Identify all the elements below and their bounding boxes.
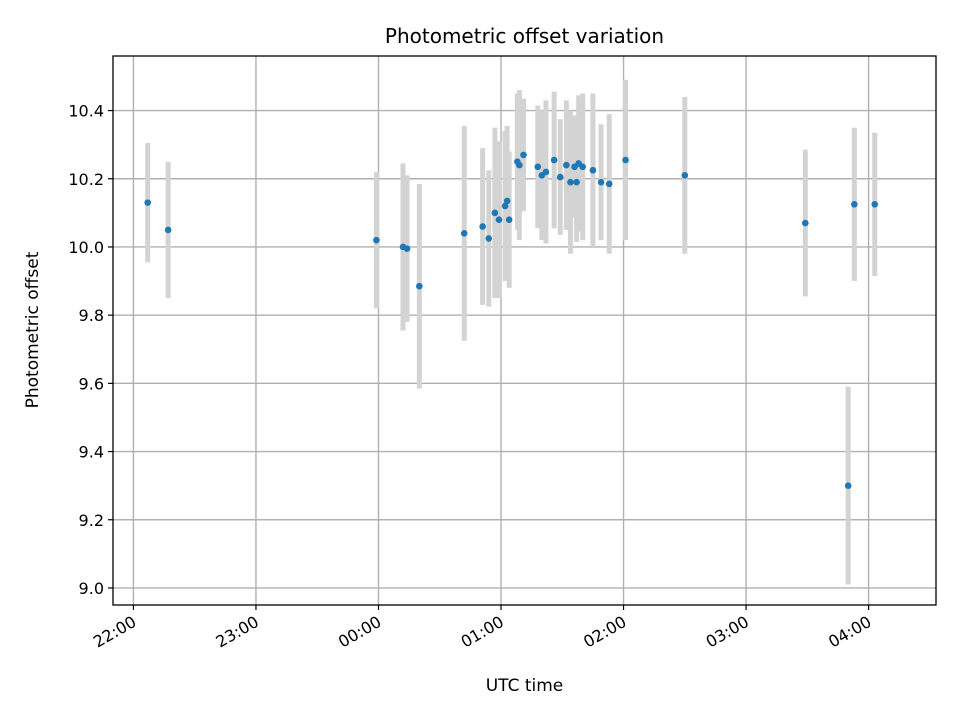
x-tick-label: 22:00	[90, 612, 139, 652]
data-point	[844, 482, 852, 489]
data-point	[556, 173, 564, 181]
y-tick-label: 9.2	[79, 511, 104, 530]
y-tick-label: 9.0	[79, 579, 104, 598]
tick-layer: 22:00 23:00 00:00 01:00 02:00 03:00 04:00 9.0 9.…	[68, 102, 874, 652]
data-point	[871, 201, 879, 208]
data-point	[373, 236, 380, 244]
chart-title: Photometric offset variation	[385, 24, 664, 48]
y-tick-label: 9.6	[79, 374, 104, 393]
x-tick-label: 02:00	[580, 612, 629, 652]
y-tick-label: 10.2	[68, 170, 104, 189]
data-point	[597, 178, 605, 186]
data-point	[416, 282, 423, 290]
data-point	[403, 245, 411, 252]
data-point	[534, 163, 542, 171]
data-point	[505, 216, 513, 223]
data-point	[144, 199, 152, 206]
data-point	[563, 161, 570, 169]
plot-frame	[112, 55, 937, 606]
errorbar-layer	[145, 79, 878, 585]
data-point	[851, 201, 858, 208]
x-axis-label: UTC time	[486, 676, 564, 696]
y-axis-label: Photometric offset	[23, 251, 43, 408]
data-point	[164, 226, 172, 234]
x-tick-label: 01:00	[458, 612, 507, 652]
data-point	[485, 235, 493, 242]
y-tick-label: 9.8	[79, 306, 104, 325]
data-point	[579, 163, 587, 171]
data-point	[542, 168, 550, 176]
data-point	[503, 197, 511, 205]
data-point	[495, 216, 503, 223]
data-point	[681, 172, 689, 179]
data-point	[491, 209, 499, 217]
data-point	[479, 223, 486, 230]
x-tick-label: 00:00	[335, 612, 384, 652]
x-tick-label: 03:00	[703, 612, 752, 652]
data-point	[460, 230, 468, 237]
data-point	[573, 178, 580, 186]
y-tick-label: 10.0	[68, 238, 104, 257]
data-point	[622, 156, 629, 164]
data-point	[516, 161, 523, 169]
data-point	[550, 156, 558, 164]
x-tick-label: 23:00	[213, 612, 262, 652]
data-point	[802, 219, 809, 227]
y-tick-label: 10.4	[68, 102, 104, 121]
data-point	[605, 180, 613, 188]
point-layer	[144, 151, 879, 489]
x-tick-label: 04:00	[825, 612, 874, 652]
y-tick-label: 9.4	[79, 443, 104, 462]
data-point	[567, 178, 574, 186]
data-point	[501, 202, 509, 210]
data-point	[520, 151, 527, 159]
data-point	[589, 166, 597, 174]
